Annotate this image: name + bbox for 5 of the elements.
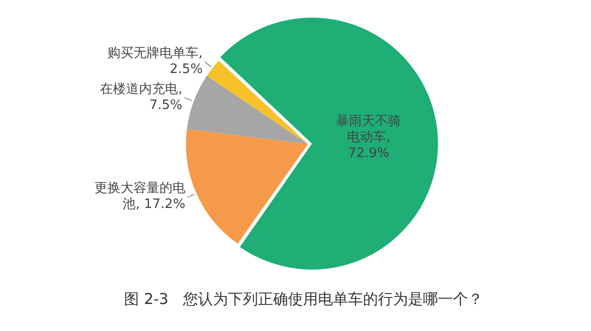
slice-label: 更换大容量的电池, 17.2% (93, 181, 186, 214)
text: 图 2-3 您认为下列正确使用电单车的行为是哪一个？ (123, 290, 484, 309)
slice-label: 购买无牌电单车, 2.5% (106, 46, 203, 78)
slice-label: 暴雨天不骑电动车, 72.9% (335, 114, 402, 162)
slice-label: 在楼道内充电, 7.5% (99, 82, 182, 114)
